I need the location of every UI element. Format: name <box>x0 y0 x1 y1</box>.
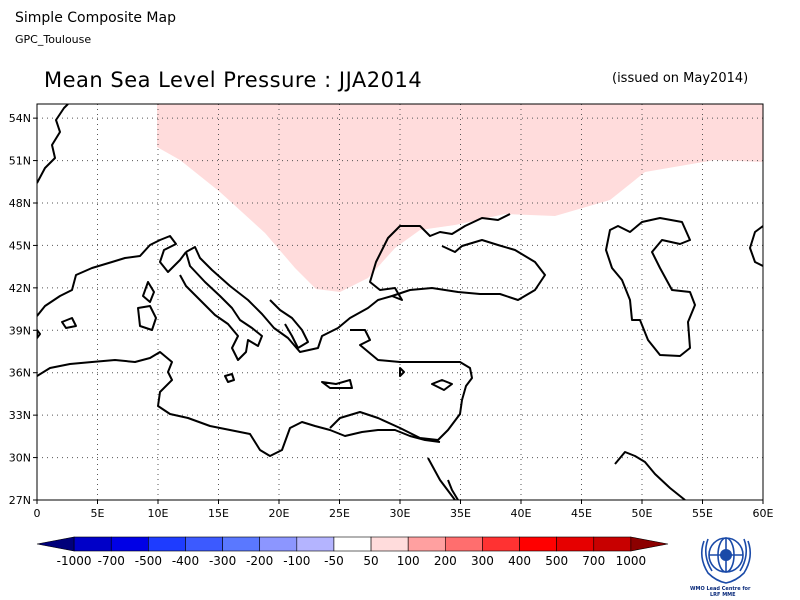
lat-tick-label: 42N <box>9 282 31 295</box>
lat-tick-label: 36N <box>9 367 31 380</box>
lon-tick-label: 25E <box>329 507 350 520</box>
logo-caption: WMO Lead Centre for <box>690 586 751 592</box>
lat-tick-label: 45N <box>9 239 31 252</box>
lat-tick-label: 54N <box>9 112 31 125</box>
lat-lon-grid <box>37 104 763 500</box>
lon-tick-label: 20E <box>269 507 290 520</box>
lon-tick-label: 50E <box>632 507 653 520</box>
coastlines <box>37 104 763 500</box>
lon-tick-label: 15E <box>208 507 229 520</box>
lon-tick-label: 60E <box>753 507 774 520</box>
lat-tick-label: 48N <box>9 197 31 210</box>
lon-tick-label: 35E <box>450 507 471 520</box>
pressure-anomaly-region <box>157 104 763 292</box>
lat-tick-label: 39N <box>9 324 31 337</box>
lat-tick-label: 51N <box>9 155 31 168</box>
logo-caption-sub: LRF MME <box>710 592 736 598</box>
lon-tick-label: 30E <box>390 507 411 520</box>
issued-date: (issued on May2014) <box>612 71 749 86</box>
lon-tick-label: 55E <box>692 507 713 520</box>
lon-tick-label: 5E <box>91 507 105 520</box>
map-title: Mean Sea Level Pressure : JJA2014 <box>44 68 423 92</box>
lon-tick-label: 10E <box>148 507 169 520</box>
lon-tick-label: 45E <box>571 507 592 520</box>
lat-tick-label: 30N <box>9 452 31 465</box>
lat-tick-label: 33N <box>9 409 31 422</box>
page-subtitle: GPC_Toulouse <box>15 33 92 46</box>
lat-tick-label: 27N <box>9 494 31 507</box>
lon-tick-label: 0 <box>34 507 41 520</box>
wmo-logo <box>700 537 752 584</box>
page-title: Simple Composite Map <box>15 10 176 26</box>
lon-tick-label: 40E <box>511 507 532 520</box>
